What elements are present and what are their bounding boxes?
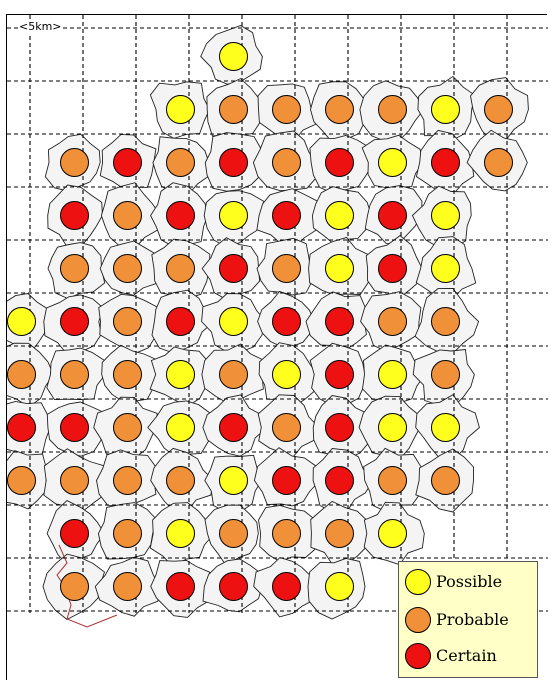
record-dots <box>7 42 513 601</box>
record-dot-probable <box>378 307 407 336</box>
record-dot-possible <box>431 201 460 230</box>
record-dot-certain <box>325 466 354 495</box>
scale-label: <5km> <box>18 20 63 33</box>
record-dot-possible <box>325 572 354 601</box>
record-dot-possible <box>166 519 195 548</box>
record-dot-possible <box>378 148 407 177</box>
record-dot-probable <box>166 254 195 283</box>
record-dot-certain <box>219 148 248 177</box>
record-dot-possible <box>166 95 195 124</box>
record-dot-certain <box>272 466 301 495</box>
record-dot-certain <box>60 413 89 442</box>
record-dot-probable <box>272 148 301 177</box>
record-dot-probable <box>113 254 142 283</box>
record-dot-certain <box>166 572 195 601</box>
record-dot-certain <box>325 148 354 177</box>
probable-swatch-icon <box>405 607 431 633</box>
legend: Possible Probable Certain <box>398 561 538 678</box>
record-dot-probable <box>113 519 142 548</box>
possible-swatch-icon <box>405 569 431 595</box>
record-dot-certain <box>325 360 354 389</box>
record-dot-probable <box>113 466 142 495</box>
record-dot-possible <box>378 413 407 442</box>
record-dot-probable <box>166 466 195 495</box>
legend-label-certain: Certain <box>436 646 497 665</box>
record-dot-probable <box>60 572 89 601</box>
record-dot-possible <box>219 466 248 495</box>
record-dot-certain <box>166 307 195 336</box>
record-dot-probable <box>113 413 142 442</box>
record-dot-certain <box>272 572 301 601</box>
record-dot-probable <box>378 466 407 495</box>
record-dot-probable <box>272 519 301 548</box>
record-dot-possible <box>431 254 460 283</box>
record-dot-certain <box>60 307 89 336</box>
record-dot-certain <box>60 519 89 548</box>
record-dot-certain <box>378 201 407 230</box>
record-dot-probable <box>219 519 248 548</box>
record-dot-probable <box>484 95 513 124</box>
record-dot-probable <box>219 360 248 389</box>
record-dot-certain <box>166 201 195 230</box>
record-dot-probable <box>60 254 89 283</box>
record-dot-certain <box>325 307 354 336</box>
record-dot-possible <box>7 307 36 336</box>
record-dot-possible <box>166 360 195 389</box>
record-dot-probable <box>7 466 36 495</box>
record-dot-certain <box>7 413 36 442</box>
record-dot-probable <box>113 360 142 389</box>
record-dot-possible <box>325 254 354 283</box>
record-dot-probable <box>431 360 460 389</box>
record-dot-probable <box>60 360 89 389</box>
record-dot-certain <box>431 148 460 177</box>
record-dot-probable <box>378 95 407 124</box>
record-dot-probable <box>166 148 195 177</box>
record-dot-possible <box>272 360 301 389</box>
record-dot-probable <box>60 148 89 177</box>
record-dot-certain <box>325 413 354 442</box>
record-dot-certain <box>272 307 301 336</box>
legend-label-probable: Probable <box>436 610 509 629</box>
record-dot-possible <box>166 413 195 442</box>
atlas-grid-map <box>7 15 548 628</box>
record-dot-possible <box>219 42 248 71</box>
record-dot-certain <box>219 572 248 601</box>
record-dot-probable <box>219 95 248 124</box>
legend-item-certain: Certain <box>405 642 535 670</box>
certain-swatch-icon <box>405 643 431 669</box>
atlas-map <box>6 14 548 680</box>
record-dot-probable <box>325 95 354 124</box>
record-dot-probable <box>113 572 142 601</box>
record-dot-certain <box>378 254 407 283</box>
record-dot-certain <box>113 148 142 177</box>
record-dot-probable <box>484 148 513 177</box>
legend-item-possible: Possible <box>405 568 535 596</box>
legend-item-probable: Probable <box>405 606 535 634</box>
record-dot-probable <box>7 360 36 389</box>
record-dot-probable <box>272 413 301 442</box>
record-dot-probable <box>113 201 142 230</box>
record-dot-possible <box>431 413 460 442</box>
record-dot-certain <box>272 201 301 230</box>
record-dot-probable <box>272 254 301 283</box>
record-dot-possible <box>431 95 460 124</box>
record-dot-probable <box>325 519 354 548</box>
legend-label-possible: Possible <box>436 572 503 591</box>
record-dot-possible <box>219 307 248 336</box>
record-dot-possible <box>378 360 407 389</box>
record-dot-possible <box>325 201 354 230</box>
record-dot-probable <box>431 307 460 336</box>
record-dot-certain <box>60 201 89 230</box>
record-dot-possible <box>378 519 407 548</box>
record-dot-probable <box>60 466 89 495</box>
record-dot-possible <box>219 201 248 230</box>
record-dot-probable <box>272 95 301 124</box>
record-dot-certain <box>219 413 248 442</box>
record-dot-certain <box>219 254 248 283</box>
record-dot-probable <box>113 307 142 336</box>
record-dot-probable <box>431 466 460 495</box>
